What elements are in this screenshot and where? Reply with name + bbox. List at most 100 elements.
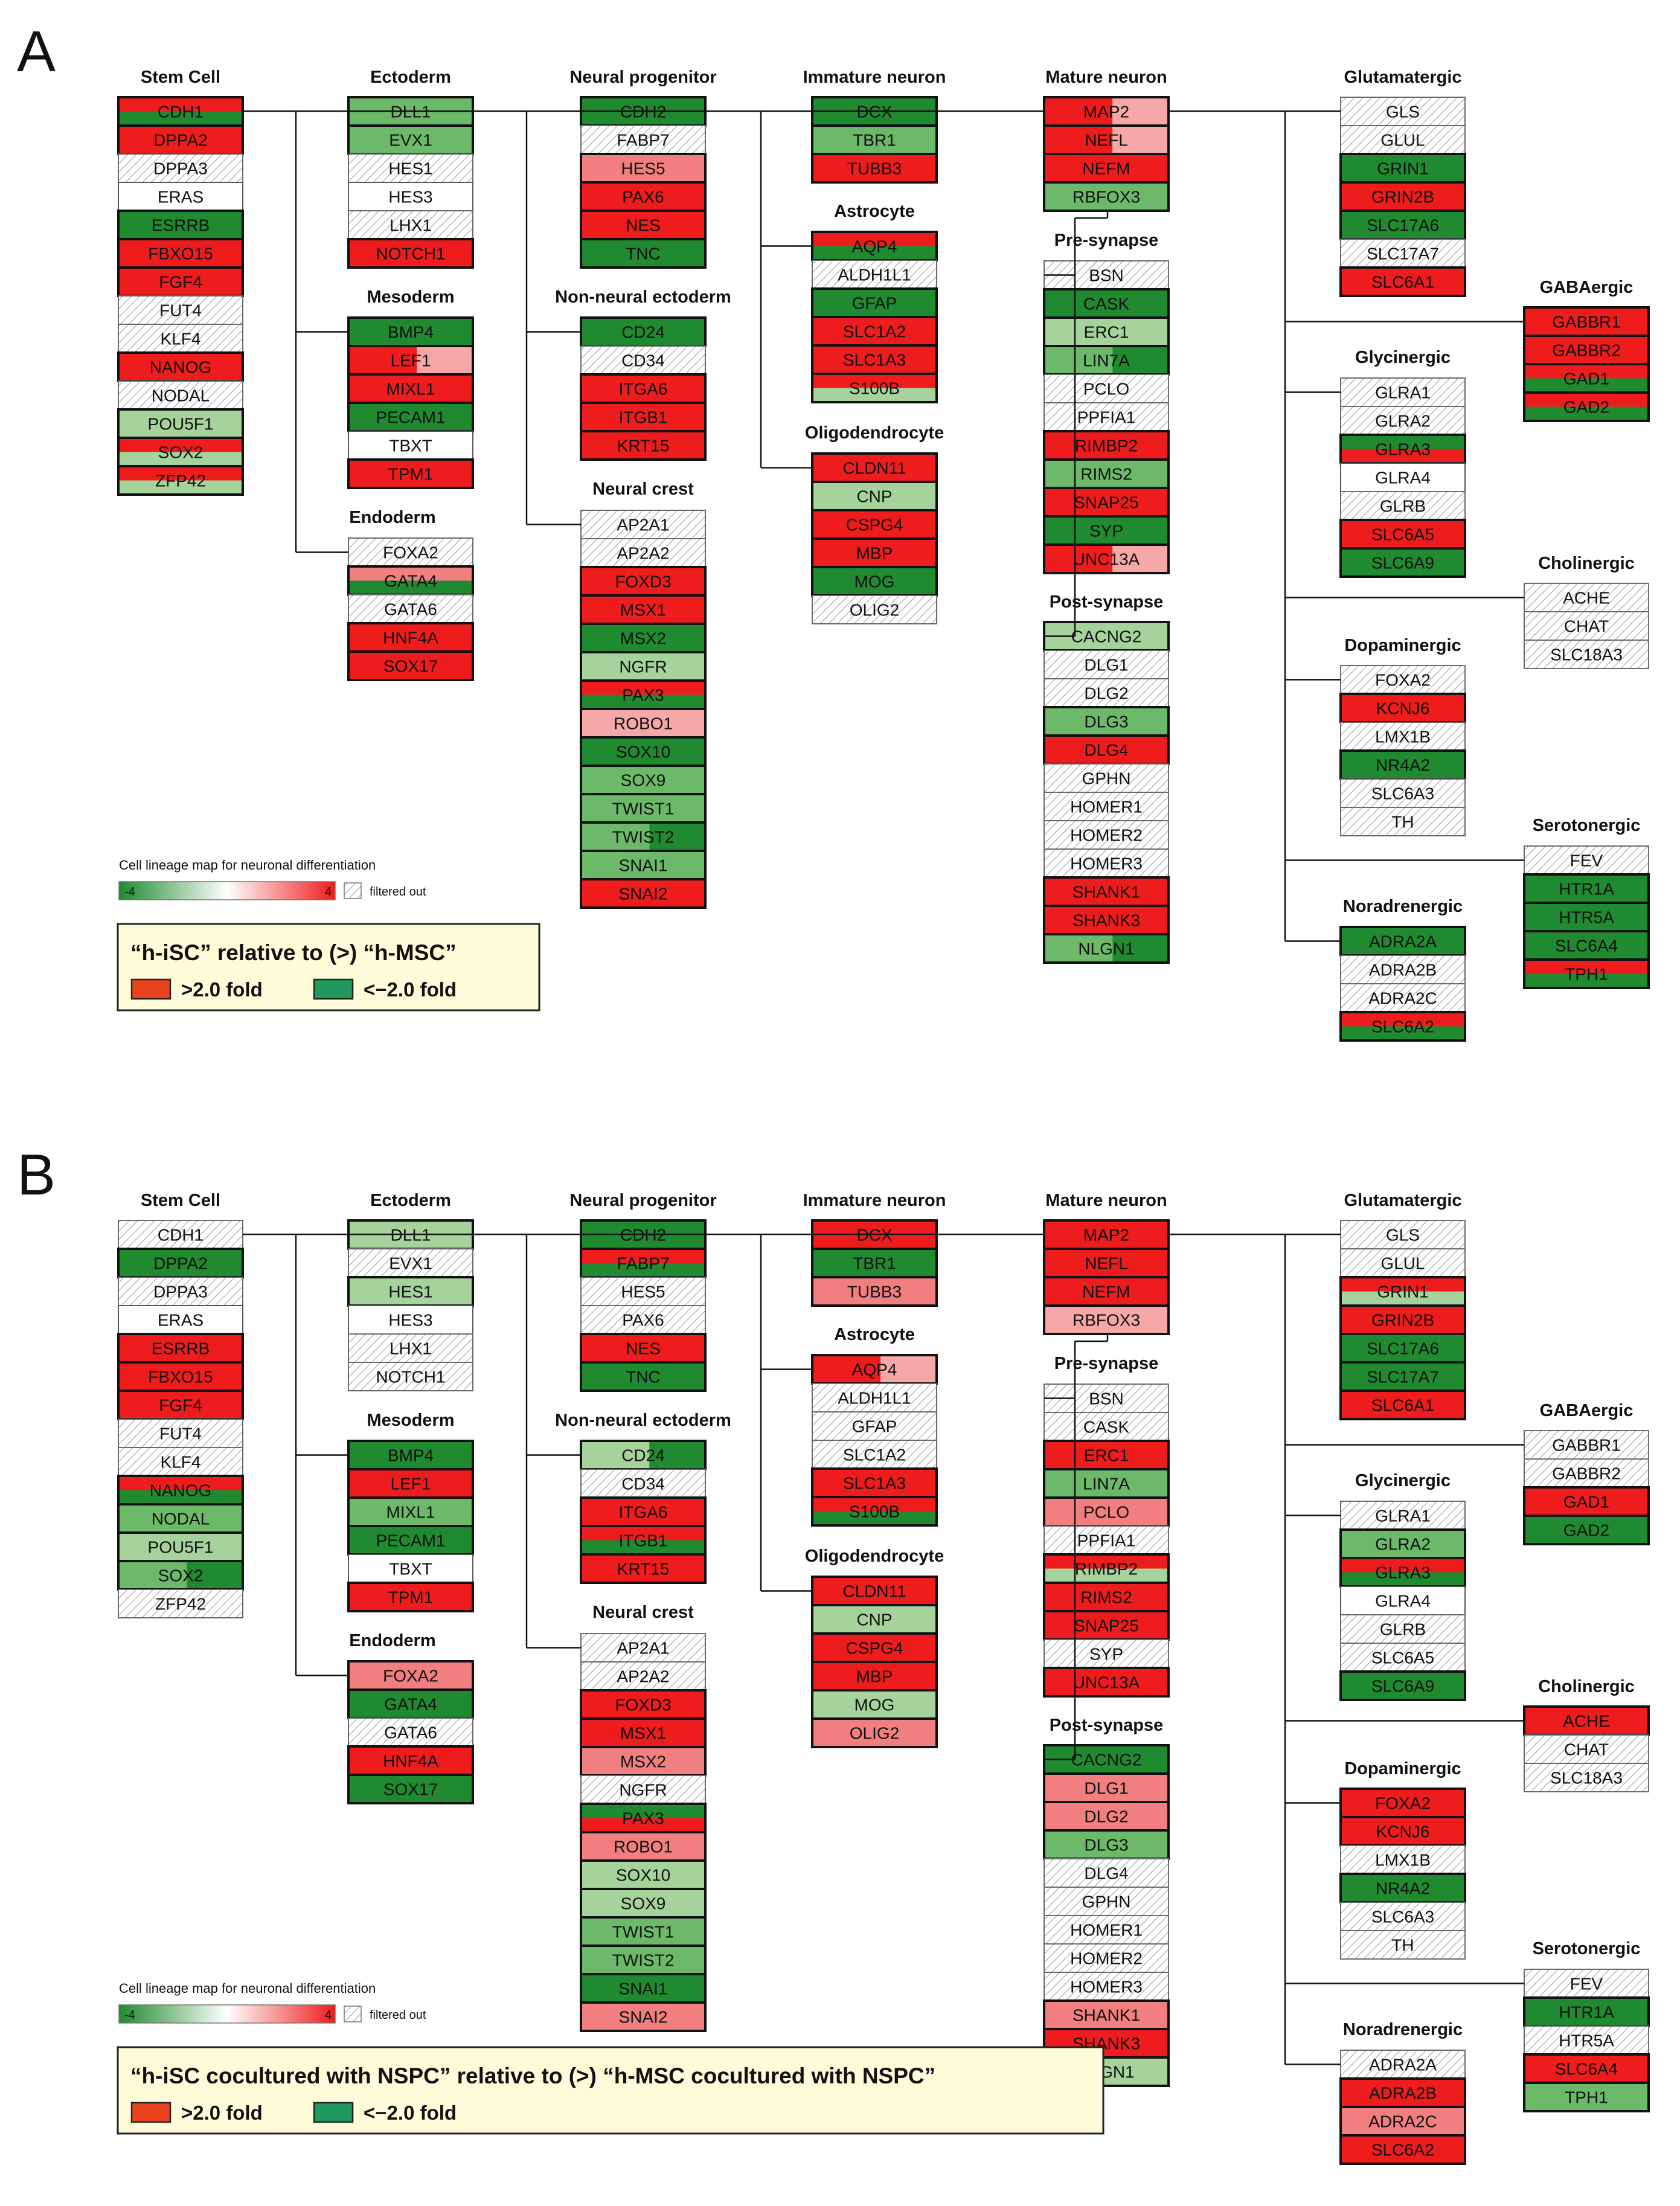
gene-cell-shank1: SHANK1	[1043, 876, 1170, 907]
gene-cell-mixl1: MIXL1	[347, 373, 474, 404]
gene-cell-snap25: SNAP25	[1043, 487, 1170, 518]
gene-label: CSPG4	[846, 516, 903, 534]
gene-cell-robo1: ROBO1	[580, 708, 707, 739]
gene-cell-tpm1: TPM1	[347, 458, 474, 489]
gene-label: LHX1	[390, 1339, 432, 1358]
gene-cell-gfap: GFAP	[812, 1411, 937, 1441]
gene-cell-hes3: HES3	[348, 182, 473, 211]
gene-label: GRIN1	[1377, 1283, 1429, 1301]
gene-cell-esrrb: ESRRB	[117, 1333, 244, 1364]
gene-label: MAP2	[1083, 1226, 1129, 1245]
gene-cell-slc6a1: SLC6A1	[1339, 266, 1466, 297]
group-title: Stem Cell	[141, 1191, 220, 1210]
gene-label: GLRA2	[1375, 1535, 1431, 1554]
gene-cell-adra2a: ADRA2A	[1339, 926, 1466, 957]
gene-label: ERC1	[1084, 323, 1129, 342]
group-title: Endoderm	[349, 508, 435, 527]
gene-cell-gata4: GATA4	[347, 1688, 474, 1719]
gene-label: PCLO	[1083, 380, 1129, 399]
gene-label: AP2A1	[617, 1639, 669, 1658]
gene-label: NEFM	[1082, 159, 1130, 178]
gene-label: AP2A2	[617, 1667, 669, 1686]
gene-cell-zfp42: ZFP42	[118, 1589, 243, 1618]
group-title: GABAergic	[1540, 278, 1634, 297]
gene-cell-ngfr: NGFR	[580, 1775, 706, 1804]
gene-label: DLG3	[1084, 1836, 1128, 1855]
gene-label: GPHN	[1082, 769, 1131, 788]
gene-label: GRIN2B	[1371, 1311, 1434, 1330]
gene-cell-tbxt: TBXT	[348, 431, 473, 460]
group-cholinergic: Cholinergic ACHE CHAT SLC18A3	[1524, 554, 1649, 669]
gene-cell-slc6a2: SLC6A2	[1339, 2134, 1466, 2165]
gene-label: CDH1	[158, 103, 204, 121]
gene-label: RIMS2	[1080, 1588, 1132, 1607]
gene-cell-nes: NES	[580, 1333, 707, 1364]
gene-label: HTR1A	[1559, 880, 1614, 899]
gene-cell-sox9: SOX9	[580, 1888, 707, 1919]
gene-label: OLIG2	[850, 1724, 899, 1743]
gene-cell-nes: NES	[580, 210, 707, 240]
gene-label: SLC18A3	[1550, 1769, 1623, 1788]
gene-label: HOMER3	[1070, 1978, 1143, 1996]
gene-cell-foxa2: FOXA2	[1340, 665, 1466, 694]
gene-cell-glra1: GLRA1	[1340, 377, 1466, 407]
gene-cell-syp: SYP	[1044, 1639, 1169, 1669]
gene-label: GABBR1	[1552, 1436, 1621, 1455]
gene-label: EVX1	[389, 131, 432, 150]
gene-label: BSN	[1089, 266, 1124, 285]
gene-label: GLRA4	[1375, 1592, 1431, 1611]
gene-label: EVX1	[389, 1254, 432, 1273]
gene-label: LMX1B	[1375, 728, 1431, 746]
gene-cell-glra4: GLRA4	[1340, 1586, 1466, 1615]
gene-label: HOMER2	[1070, 1949, 1143, 1968]
gene-cell-nodal: NODAL	[118, 380, 243, 410]
gene-cell-glul: GLUL	[1340, 1248, 1466, 1278]
legend-scale-title: Cell lineage map for neuronal differenti…	[119, 1981, 376, 1996]
gene-cell-htr1a: HTR1A	[1523, 873, 1650, 904]
gene-cell-glra1: GLRA1	[1340, 1501, 1466, 1530]
gene-cell-htr1a: HTR1A	[1523, 1996, 1650, 2027]
gene-cell-hes1: HES1	[348, 153, 473, 183]
gene-label: GLRA2	[1375, 412, 1431, 431]
gene-cell-dlg4: DLG4	[1044, 1858, 1169, 1888]
gene-cell-ap2a1: AP2A1	[580, 1633, 706, 1663]
filtered-swatch	[344, 882, 362, 899]
legend-min-label: -4	[124, 885, 135, 899]
group-pre-synapse: Pre-synapse BSN CASK ERC1 LIN7A PCLO PPFIA1 RIM…	[1043, 231, 1170, 574]
gene-cell-pou5f1: POU5F1	[117, 408, 244, 439]
gene-label: GLS	[1386, 103, 1420, 121]
gene-cell-glul: GLUL	[1340, 125, 1466, 155]
gene-label: SOX10	[616, 1866, 670, 1885]
gene-cell-cd24: CD24	[580, 316, 707, 347]
gene-label: SOX17	[383, 657, 438, 676]
gene-cell-erc1: ERC1	[1043, 1440, 1170, 1470]
gene-label: ITGA6	[619, 380, 668, 399]
gene-label: BSN	[1089, 1390, 1124, 1408]
gene-cell-sox2: SOX2	[117, 437, 244, 467]
group-title: Ectoderm	[370, 1191, 451, 1210]
gene-label: ADRA2B	[1369, 961, 1437, 980]
gene-label: HES3	[388, 1311, 432, 1330]
group-noradrenergic: Noradrenergic ADRA2A ADRA2B ADRA2C SLC6A2	[1339, 897, 1466, 1042]
gene-label: ESRRB	[152, 216, 210, 235]
gene-label: SHANK1	[1072, 883, 1140, 902]
gene-label: SNAI2	[619, 885, 668, 903]
gene-cell-foxa2: FOXA2	[347, 1660, 474, 1691]
gene-label: CD34	[621, 351, 665, 370]
gene-label: SLC6A1	[1371, 273, 1434, 292]
gene-label: TUBB3	[847, 1283, 902, 1301]
gene-cell-gphn: GPHN	[1044, 763, 1169, 793]
gene-cell-gata6: GATA6	[348, 594, 473, 624]
gene-cell-lmx1b: LMX1B	[1340, 722, 1466, 751]
gene-cell-ache: ACHE	[1524, 583, 1649, 612]
gene-cell-cdh1: CDH1	[118, 1220, 243, 1249]
gene-cell-shank1: SHANK1	[1043, 1999, 1170, 2030]
gene-label: ZFP42	[155, 1595, 206, 1614]
gene-label: ACHE	[1563, 589, 1610, 608]
legend-min-label: -4	[124, 2009, 135, 2022]
gene-cell-itgb1: ITGB1	[580, 402, 707, 432]
gene-cell-dlg2: DLG2	[1044, 678, 1169, 708]
gene-cell-twist2: TWIST2	[580, 821, 707, 852]
